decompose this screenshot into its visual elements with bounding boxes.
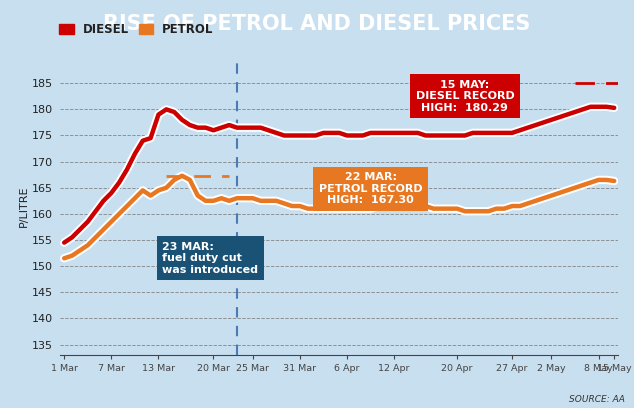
Text: 23 MAR:
fuel duty cut
was introduced: 23 MAR: fuel duty cut was introduced (162, 242, 259, 275)
Legend: DIESEL, PETROL: DIESEL, PETROL (55, 18, 218, 41)
Text: SOURCE: AA: SOURCE: AA (569, 395, 624, 404)
Text: RISE OF PETROL AND DIESEL PRICES: RISE OF PETROL AND DIESEL PRICES (103, 14, 531, 35)
Text: 22 MAR:
PETROL RECORD
HIGH:  167.30: 22 MAR: PETROL RECORD HIGH: 167.30 (319, 172, 422, 205)
Y-axis label: P/LITRE: P/LITRE (18, 185, 29, 227)
Text: 15 MAY:
DIESEL RECORD
HIGH:  180.29: 15 MAY: DIESEL RECORD HIGH: 180.29 (415, 80, 514, 113)
